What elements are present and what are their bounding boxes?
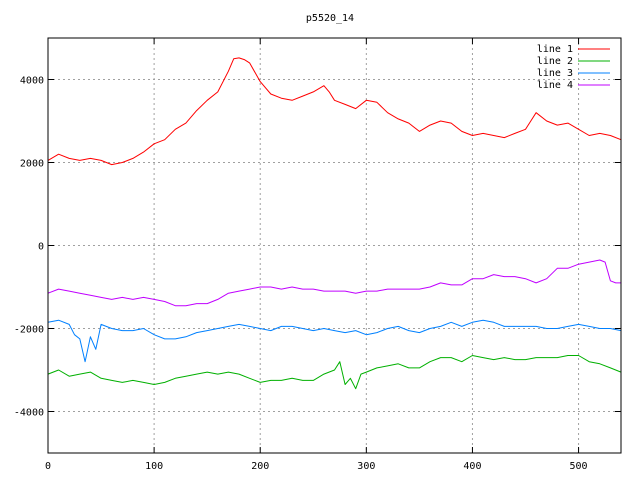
x-tick-label: 300 — [357, 461, 375, 472]
legend-label: line 1 — [537, 44, 573, 55]
plot-series — [47, 57, 622, 390]
chart-title: p5520_14 — [306, 13, 354, 24]
y-tick-label: 4000 — [20, 76, 44, 87]
x-tick-label: 100 — [145, 461, 163, 472]
y-tick-label: -4000 — [14, 408, 44, 419]
y-tick-label: 0 — [38, 242, 44, 253]
x-tick-label: 500 — [570, 461, 588, 472]
x-tick-label: 0 — [45, 461, 51, 472]
x-tick-label: 400 — [463, 461, 481, 472]
legend-label: line 3 — [537, 68, 573, 79]
axis-ticks: 0 100 200 300 400 500 -4000 -2000 0 2000 4000 — [14, 38, 621, 472]
series-line-1 — [47, 57, 622, 166]
legend-label: line 4 — [537, 80, 573, 91]
series-line-3 — [47, 319, 622, 363]
x-tick-label: 200 — [251, 461, 269, 472]
series-line-4 — [47, 259, 621, 307]
series-line-2 — [47, 355, 622, 390]
y-tick-label: -2000 — [14, 325, 44, 336]
y-tick-label: 2000 — [20, 159, 44, 170]
legend-label: line 2 — [537, 56, 573, 67]
